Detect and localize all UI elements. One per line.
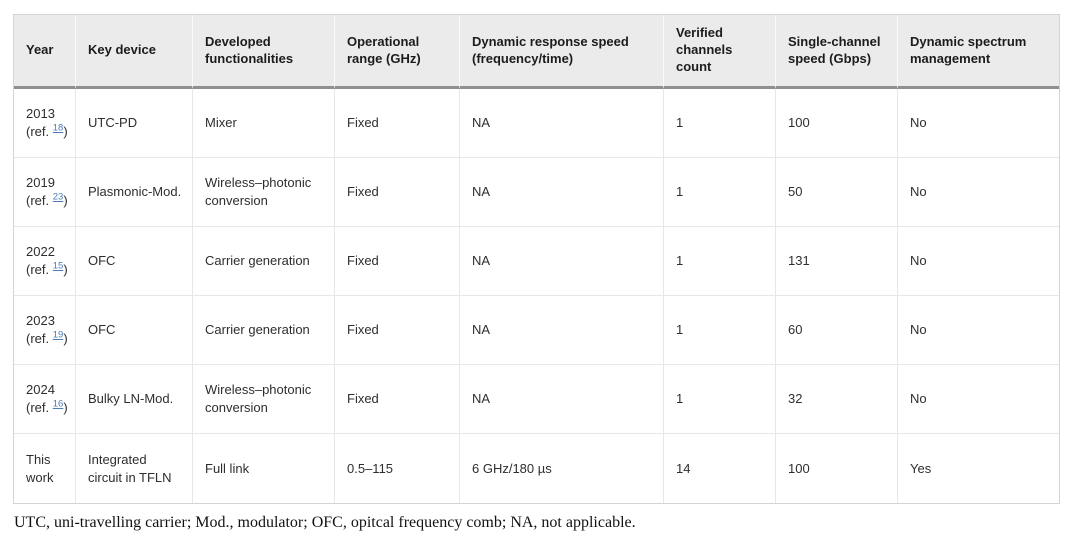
ref-citation: (ref. 15) [26, 260, 68, 279]
ref-citation: (ref. 16) [26, 398, 68, 417]
spectrum-management-cell: No [898, 296, 1059, 365]
ref-suffix: ) [63, 124, 68, 139]
year-value: 2019 [26, 175, 55, 191]
key-device-cell: OFC [76, 227, 193, 296]
ref-prefix: (ref. [26, 262, 53, 277]
key-device-cell: OFC [76, 296, 193, 365]
functionality-cell: Carrier generation [193, 227, 335, 296]
key-device-cell: Integrated circuit in TFLN [76, 434, 193, 503]
year-value: 2022 [26, 244, 55, 260]
spectrum-management-cell: No [898, 365, 1059, 434]
channels-count-cell: 1 [664, 365, 776, 434]
comparison-table: Year Key device Developed functionalitie… [13, 14, 1060, 504]
ref-prefix: (ref. [26, 193, 53, 208]
response-speed-cell: NA [460, 158, 664, 227]
year-value: 2023 [26, 313, 55, 329]
table-row: 2022 (ref. 15) OFC Carrier generation Fi… [14, 227, 1059, 296]
table-header: Year Key device Developed functionalitie… [14, 15, 1059, 89]
key-device-cell: Bulky LN-Mod. [76, 365, 193, 434]
spectrum-management-cell: Yes [898, 434, 1059, 503]
channel-speed-cell: 100 [776, 434, 898, 503]
reference-link[interactable]: 19 [52, 329, 64, 341]
ref-suffix: ) [63, 331, 68, 346]
response-speed-cell: NA [460, 365, 664, 434]
year-cell: 2023 (ref. 19) [14, 296, 76, 365]
year-cell: 2022 (ref. 15) [14, 227, 76, 296]
year-cell: 2013 (ref. 18) [14, 89, 76, 158]
spectrum-management-cell: No [898, 89, 1059, 158]
operational-range-cell: Fixed [335, 158, 460, 227]
operational-range-cell: 0.5–115 [335, 434, 460, 503]
column-header-key-device: Key device [76, 15, 193, 89]
column-header-functionalities: Developed functionalities [193, 15, 335, 89]
key-device-cell: UTC-PD [76, 89, 193, 158]
channels-count-cell: 1 [664, 227, 776, 296]
operational-range-cell: Fixed [335, 227, 460, 296]
column-header-operational-range: Operational range (GHz) [335, 15, 460, 89]
ref-prefix: (ref. [26, 331, 53, 346]
channels-count-cell: 1 [664, 158, 776, 227]
ref-citation: (ref. 23) [26, 191, 68, 210]
reference-link[interactable]: 23 [52, 191, 64, 203]
functionality-cell: Carrier generation [193, 296, 335, 365]
spectrum-management-cell: No [898, 158, 1059, 227]
channels-count-cell: 14 [664, 434, 776, 503]
spectrum-management-cell: No [898, 227, 1059, 296]
column-header-channel-speed: Single-channel speed (Gbps) [776, 15, 898, 89]
year-cell: 2019 (ref. 23) [14, 158, 76, 227]
functionality-cell: Wireless–photonic conversion [193, 158, 335, 227]
column-header-year: Year [14, 15, 76, 89]
table-row: 2013 (ref. 18) UTC-PD Mixer Fixed NA 1 1… [14, 89, 1059, 158]
channels-count-cell: 1 [664, 296, 776, 365]
ref-citation: (ref. 18) [26, 122, 68, 141]
channel-speed-cell: 60 [776, 296, 898, 365]
channel-speed-cell: 32 [776, 365, 898, 434]
ref-citation: (ref. 19) [26, 329, 68, 348]
reference-link[interactable]: 15 [52, 260, 64, 272]
table-row: 2023 (ref. 19) OFC Carrier generation Fi… [14, 296, 1059, 365]
table-row: 2019 (ref. 23) Plasmonic-Mod. Wireless–p… [14, 158, 1059, 227]
header-row: Year Key device Developed functionalitie… [14, 15, 1059, 89]
key-device-cell: Plasmonic-Mod. [76, 158, 193, 227]
reference-link[interactable]: 18 [52, 122, 64, 134]
comparison-table-container: Year Key device Developed functionalitie… [13, 14, 1060, 504]
response-speed-cell: NA [460, 296, 664, 365]
table-row-this-work: This work Integrated circuit in TFLN Ful… [14, 434, 1059, 503]
year-cell: This work [14, 434, 76, 503]
channel-speed-cell: 100 [776, 89, 898, 158]
response-speed-cell: NA [460, 89, 664, 158]
column-header-spectrum-management: Dynamic spectrum management [898, 15, 1059, 89]
channel-speed-cell: 50 [776, 158, 898, 227]
functionality-cell: Full link [193, 434, 335, 503]
ref-suffix: ) [63, 262, 68, 277]
table-footnote: UTC, uni-travelling carrier; Mod., modul… [14, 514, 636, 531]
ref-prefix: (ref. [26, 124, 53, 139]
ref-suffix: ) [63, 400, 68, 415]
functionality-cell: Mixer [193, 89, 335, 158]
reference-link[interactable]: 16 [52, 398, 64, 410]
operational-range-cell: Fixed [335, 89, 460, 158]
year-cell: 2024 (ref. 16) [14, 365, 76, 434]
response-speed-cell: NA [460, 227, 664, 296]
response-speed-cell: 6 GHz/180 µs [460, 434, 664, 503]
ref-suffix: ) [63, 193, 68, 208]
column-header-channels-count: Verified channels count [664, 15, 776, 89]
table-row: 2024 (ref. 16) Bulky LN-Mod. Wireless–ph… [14, 365, 1059, 434]
ref-prefix: (ref. [26, 400, 53, 415]
functionality-cell: Wireless–photonic conversion [193, 365, 335, 434]
year-value: 2013 [26, 106, 55, 122]
column-header-response-speed: Dynamic response speed (frequency/time) [460, 15, 664, 89]
year-value: 2024 [26, 382, 55, 398]
table-body: 2013 (ref. 18) UTC-PD Mixer Fixed NA 1 1… [14, 89, 1059, 503]
channel-speed-cell: 131 [776, 227, 898, 296]
operational-range-cell: Fixed [335, 365, 460, 434]
channels-count-cell: 1 [664, 89, 776, 158]
operational-range-cell: Fixed [335, 296, 460, 365]
